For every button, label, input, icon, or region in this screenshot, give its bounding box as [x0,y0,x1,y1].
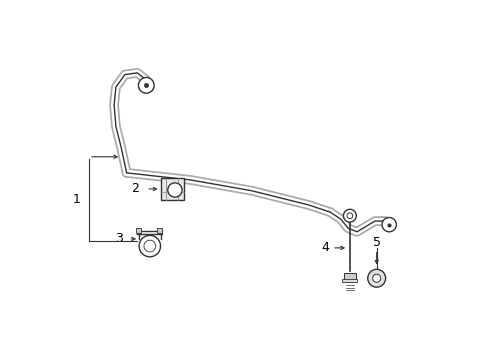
Text: 5: 5 [372,236,380,249]
Circle shape [343,209,356,222]
FancyBboxPatch shape [157,228,162,233]
FancyBboxPatch shape [136,228,140,233]
Circle shape [372,274,380,282]
Text: 3: 3 [115,233,122,246]
Text: 1: 1 [73,193,81,206]
Circle shape [381,217,395,232]
Text: 4: 4 [320,241,328,255]
Circle shape [138,77,154,93]
Circle shape [139,235,160,257]
FancyBboxPatch shape [344,273,355,280]
FancyBboxPatch shape [342,279,357,282]
Text: 2: 2 [131,183,139,195]
Circle shape [167,183,182,197]
Circle shape [367,269,385,287]
FancyBboxPatch shape [160,178,183,200]
Circle shape [143,240,155,252]
